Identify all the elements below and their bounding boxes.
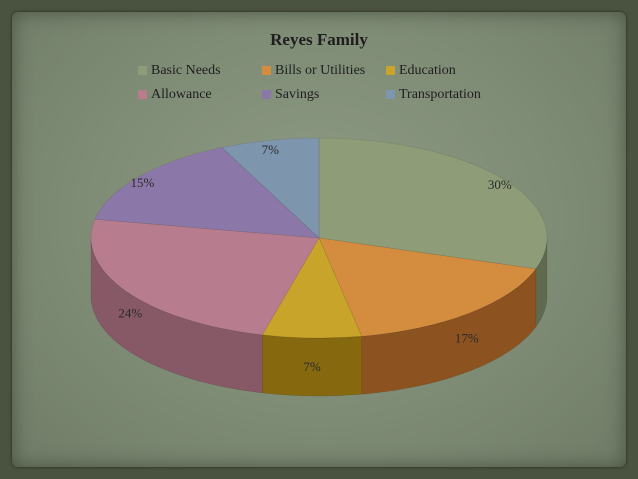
pie-label-education: 7% <box>303 359 321 374</box>
pie-labels: 30% 17% 7% 24% 15% 7% <box>118 142 512 374</box>
legend-swatch-allowance <box>138 90 147 99</box>
chart-title: Reyes Family <box>270 30 368 49</box>
legend-label-bills-or-utilities: Bills or Utilities <box>275 63 366 78</box>
pie-label-bills-or-utilities: 17% <box>455 330 479 345</box>
legend-label-transportation: Transportation <box>399 87 481 102</box>
pie-label-savings: 15% <box>130 175 154 190</box>
legend-swatch-savings <box>262 90 271 99</box>
legend-swatch-basic-needs <box>138 66 147 75</box>
pie-slice-savings <box>94 147 320 239</box>
legend-swatch-bills-or-utilities <box>262 66 271 75</box>
pie-slice-allowance <box>90 218 320 336</box>
legend-label-allowance: Allowance <box>151 87 212 102</box>
pie-label-allowance: 24% <box>118 306 142 321</box>
legend-swatch-education <box>386 66 395 75</box>
legend-swatch-transportation <box>386 90 395 99</box>
pie-slice-transportation <box>221 137 320 239</box>
legend-label-basic-needs: Basic Needs <box>151 63 221 78</box>
pie-slice-basic-needs <box>318 137 548 270</box>
legend-label-savings: Savings <box>275 87 320 102</box>
pie-slice-education <box>261 237 363 339</box>
pie-slice-bills-or-utilities <box>318 237 537 337</box>
legend-label-education: Education <box>399 63 456 78</box>
pie-label-basic-needs: 30% <box>488 177 512 192</box>
pie-slices <box>90 137 548 339</box>
pie-label-transportation: 7% <box>262 142 280 157</box>
